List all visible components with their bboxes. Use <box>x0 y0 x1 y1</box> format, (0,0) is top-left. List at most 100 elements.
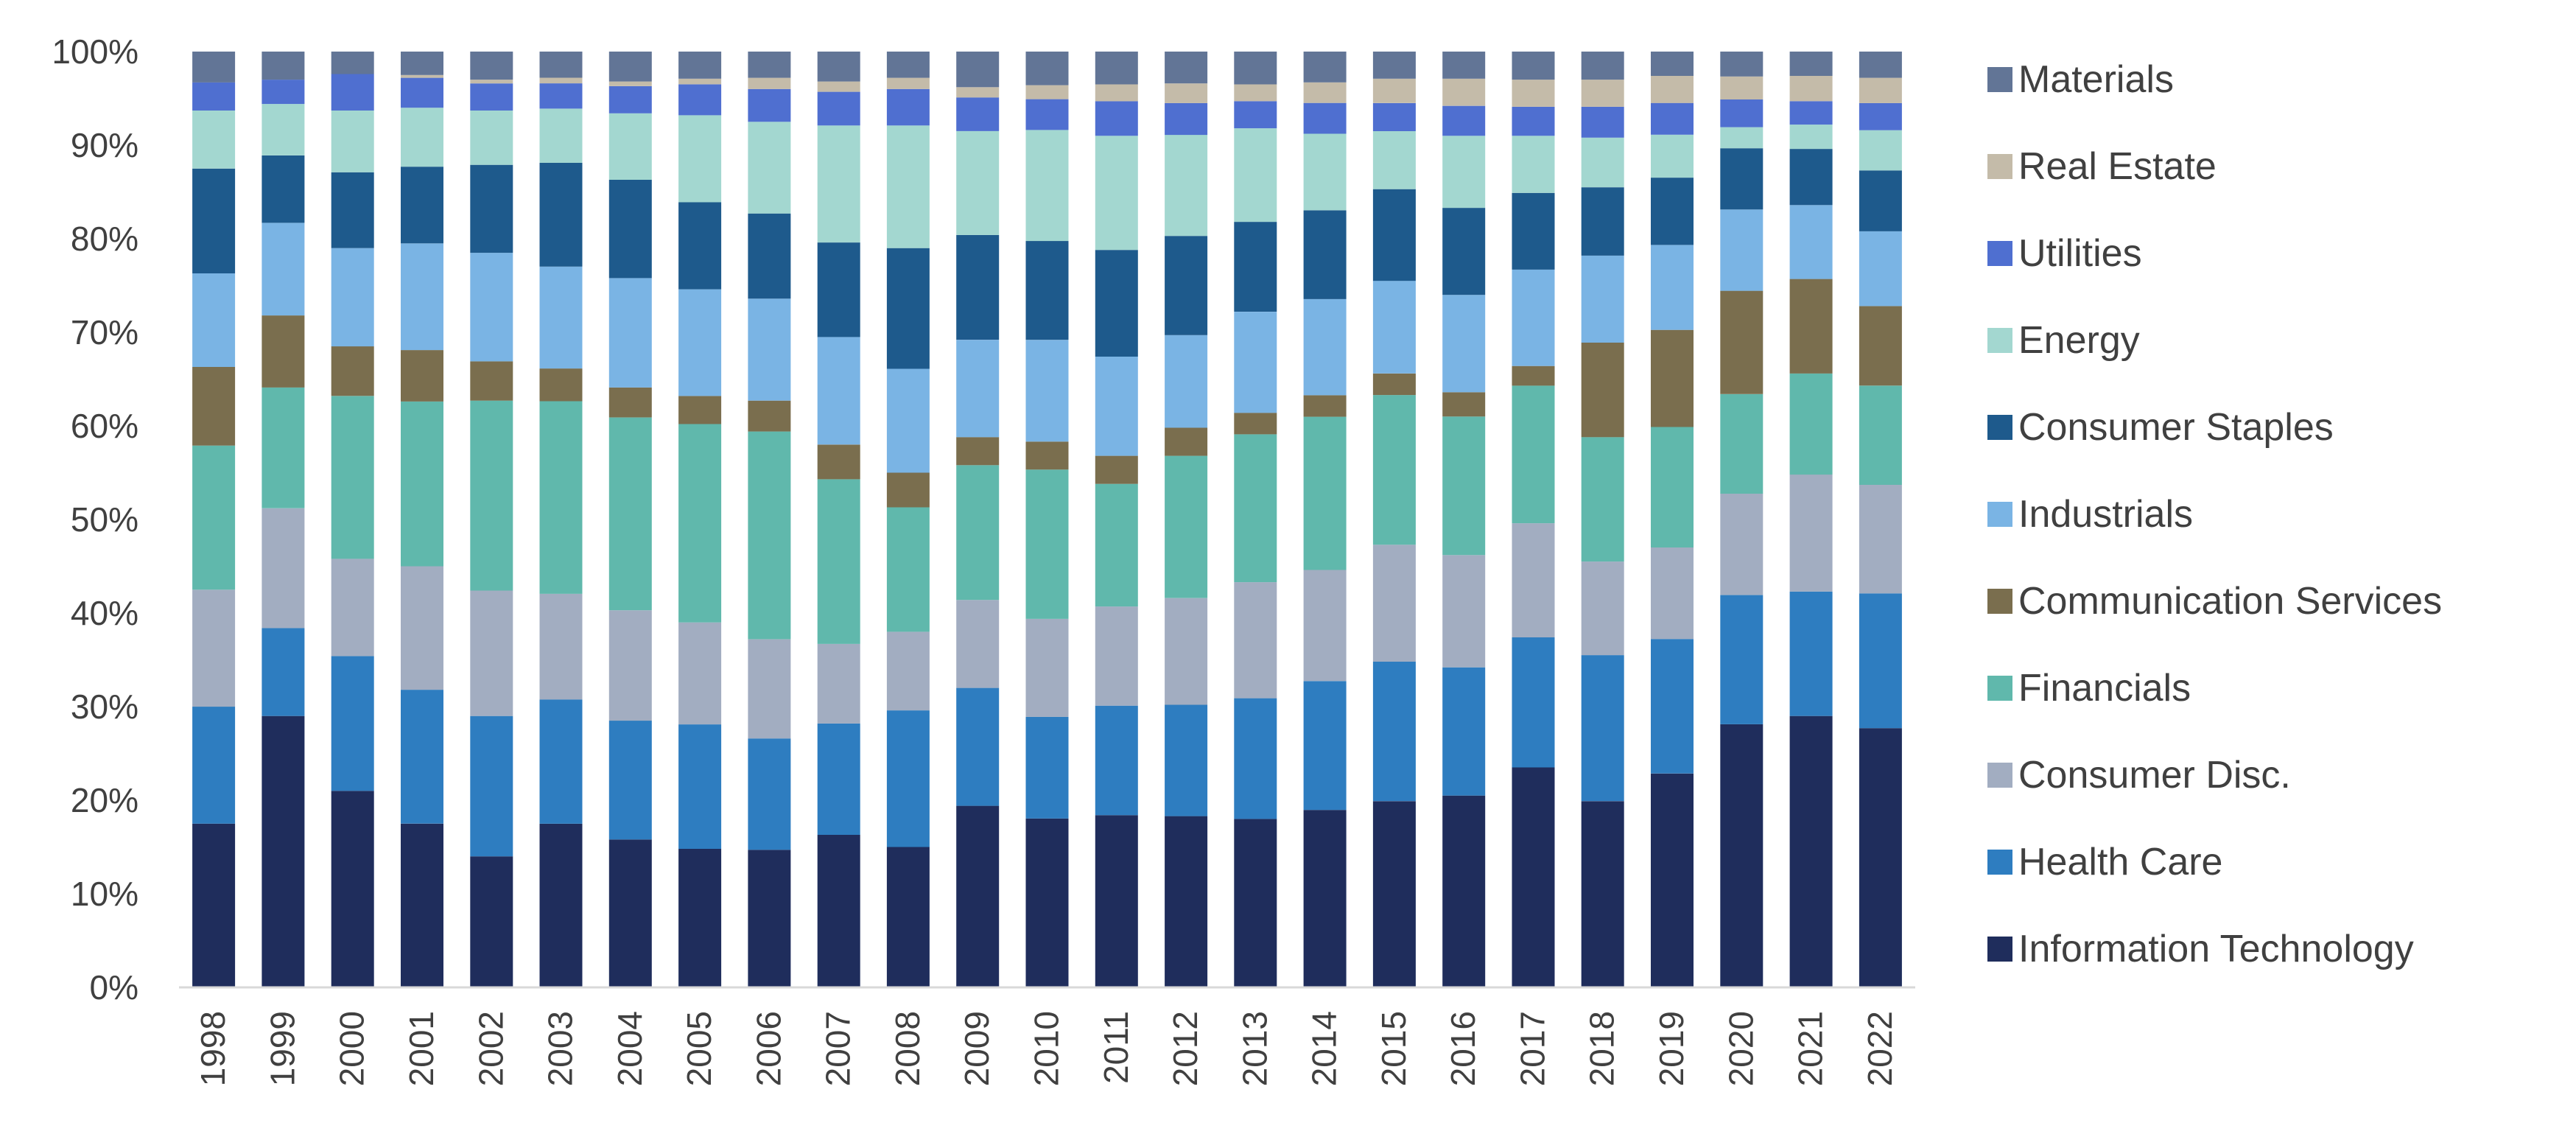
bar-segment <box>608 417 652 611</box>
bar-segment <box>539 699 583 824</box>
bar-segment <box>678 424 722 623</box>
bar-segment <box>1859 170 1902 231</box>
bar-segment <box>956 600 1000 688</box>
x-tick-label: 2019 <box>1652 1011 1691 1086</box>
bar-segment <box>748 298 791 401</box>
bar-segment <box>262 387 305 508</box>
bar-segment <box>331 656 374 791</box>
bar-segment <box>1095 357 1138 456</box>
bar-segment <box>1651 134 1694 178</box>
bar-segment <box>1581 80 1624 107</box>
y-tick-label: 60% <box>71 407 138 445</box>
bar-segment <box>1581 655 1624 802</box>
bar-segment <box>1581 343 1624 438</box>
bar-segment <box>1789 715 1833 987</box>
bar-segment <box>1025 818 1069 987</box>
bar-segment <box>1234 101 1277 129</box>
legend-item: Communication Services <box>1987 580 2442 623</box>
bar-segment <box>401 402 443 567</box>
bar-segment <box>1442 295 1486 393</box>
bar-segment <box>470 83 513 111</box>
legend-label: Consumer Staples <box>2018 406 2334 449</box>
legend-swatch <box>1987 763 2012 788</box>
bar-segment <box>401 243 443 351</box>
bar-segment <box>262 52 305 80</box>
bar-segment <box>470 590 513 716</box>
bar-segment <box>1025 130 1069 242</box>
bar-segment <box>678 289 722 396</box>
bar-segment <box>331 248 374 347</box>
bar-segment <box>1651 773 1694 987</box>
bar-segment <box>1720 393 1763 494</box>
bar-segment <box>470 715 513 857</box>
bar-segment <box>1372 52 1416 79</box>
bar-segment <box>1720 209 1763 291</box>
legend-swatch <box>1987 502 2012 527</box>
bar-segment <box>470 400 513 591</box>
bar-stack-2018 <box>1581 52 1624 987</box>
bar-segment <box>401 350 443 402</box>
bar-segment <box>1442 416 1486 556</box>
bar-segment <box>1442 52 1486 79</box>
bar-segment <box>886 631 930 711</box>
bar-segment <box>956 465 1000 601</box>
legend-swatch <box>1987 415 2012 440</box>
legend-item: Health Care <box>1987 841 2222 883</box>
bar-segment <box>1859 102 1902 130</box>
bar-segment <box>1651 178 1694 245</box>
legend-label: Financials <box>2018 667 2191 710</box>
bar-segment <box>401 108 443 167</box>
bar-segment <box>1303 570 1347 682</box>
bar-segment <box>817 643 860 724</box>
bar-segment <box>1303 298 1347 396</box>
legend-swatch <box>1987 589 2012 614</box>
bar-segment <box>262 508 305 629</box>
legend-item: Industrials <box>1987 493 2193 536</box>
bar-segment <box>192 445 236 590</box>
bar-segment <box>192 82 236 111</box>
bar-segment <box>886 248 930 369</box>
bar-stack-2005 <box>678 52 722 987</box>
legend-label: Consumer Disc. <box>2018 754 2291 797</box>
bar-segment <box>470 80 513 84</box>
bar-segment <box>1165 816 1208 987</box>
bar-segment <box>1720 290 1763 394</box>
y-tick-label: 30% <box>71 687 138 726</box>
bar-segment <box>1789 76 1833 102</box>
bar-segment <box>401 566 443 690</box>
bar-segment <box>817 52 860 82</box>
bar-segment <box>192 168 236 273</box>
bar-segment <box>1442 555 1486 668</box>
legend-label: Materials <box>2018 58 2174 101</box>
bar-segment <box>262 715 305 987</box>
bar-segment <box>1095 136 1138 251</box>
bar-segment <box>817 81 860 92</box>
legend-label: Utilities <box>2018 232 2142 275</box>
bar-segment <box>1789 52 1833 76</box>
bar-stack-2016 <box>1442 52 1486 987</box>
bar-segment <box>886 507 930 632</box>
bar-segment <box>1720 595 1763 724</box>
bar-segment <box>886 472 930 508</box>
bar-segment <box>539 77 583 84</box>
bar-segment <box>1859 593 1902 729</box>
bar-segment <box>1372 373 1416 396</box>
bar-segment <box>678 202 722 290</box>
bar-stack-2013 <box>1234 52 1277 987</box>
x-axis: 1998 1999 2000 2001 2002 2003 2004 2005 2006 2007… <box>179 986 1915 1086</box>
bar-segment <box>1581 187 1624 256</box>
bar-segment <box>748 88 791 122</box>
x-tick-label: 2011 <box>1097 1011 1135 1084</box>
bar-stack-2009 <box>956 52 1000 987</box>
bar-segment <box>1512 106 1555 136</box>
bar-segment <box>1234 582 1277 699</box>
legend-swatch <box>1987 676 2012 701</box>
x-tick-label: 2009 <box>958 1011 996 1086</box>
bar-segment <box>1303 210 1347 299</box>
x-tick-label: 1998 <box>194 1011 232 1086</box>
bar-segment <box>1859 231 1902 307</box>
bar-segment <box>1372 281 1416 374</box>
bar-segment <box>1651 639 1694 774</box>
bar-segment <box>539 401 583 594</box>
